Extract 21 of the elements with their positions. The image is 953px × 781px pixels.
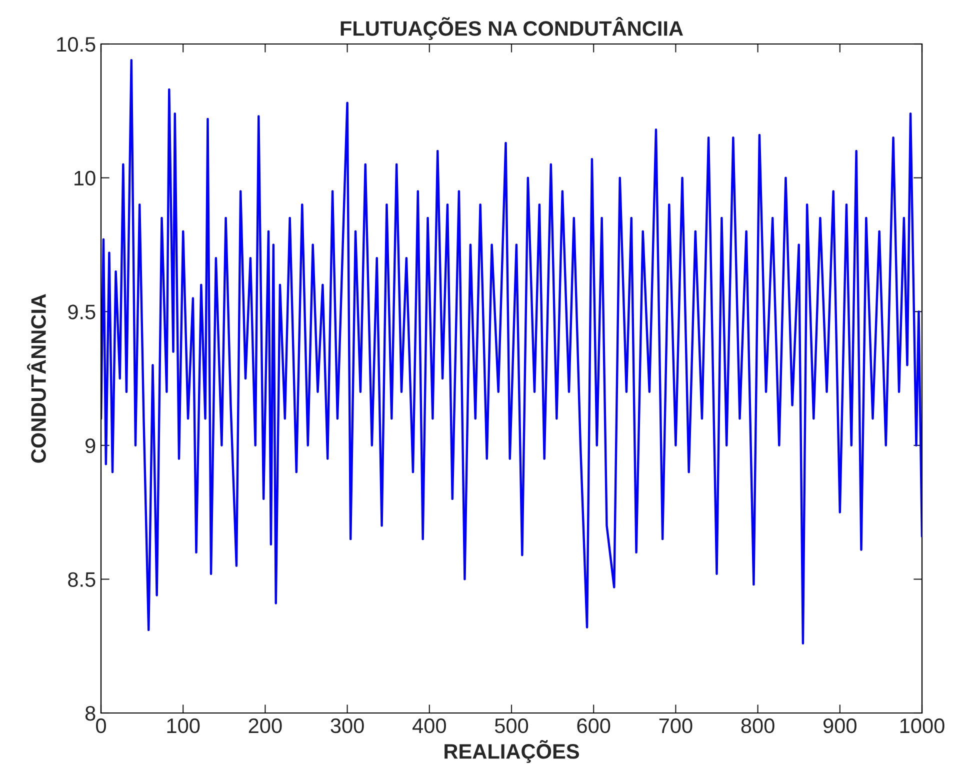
x-tick-label: 300 [330,718,364,734]
y-tick-label: 9 [86,438,96,454]
line-series [101,58,922,645]
x-tick-label: 500 [494,718,528,734]
x-tick-label: 100 [167,718,200,734]
y-tick-label: 10 [74,170,96,186]
y-axis-title: CONDUTÂNNCIA [27,294,46,463]
y-tick-label: 8 [85,706,96,721]
x-axis-title: REALIAÇÕES [444,740,579,763]
y-tick-label: 8.5 [68,572,96,587]
x-tick-label: 600 [577,718,610,734]
y-tick-label: 10.5 [57,37,96,52]
chart-title: FLUTUAÇÕES NA CONDUTÂNCIIA [340,17,684,40]
x-tick-label: 800 [741,718,774,734]
x-tick-label: 400 [412,718,446,734]
x-tick-label: 200 [248,718,282,734]
x-tick-label: 0 [96,718,106,734]
y-tick-label: 9.5 [68,304,96,320]
x-tick-label: 700 [659,718,692,734]
x-tick-label: 900 [824,718,856,734]
x-tick-label: 1000 [900,718,944,734]
